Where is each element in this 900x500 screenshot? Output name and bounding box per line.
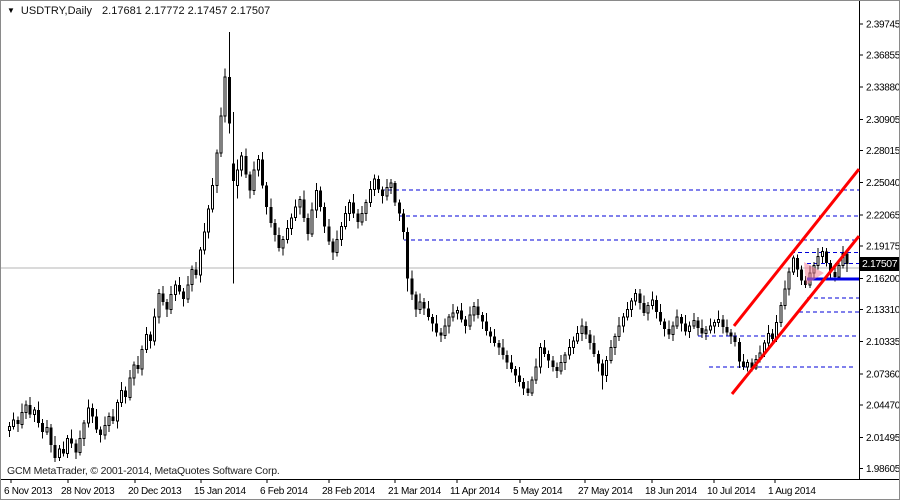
time-axis-label: 18 Jun 2014 [645, 486, 697, 497]
time-axis-label: 27 May 2014 [578, 486, 633, 497]
time-axis-label: 20 Dec 2013 [128, 486, 182, 497]
time-axis-label: 15 Jan 2014 [194, 486, 246, 497]
copyright-label: GCM MetaTrader, © 2001-2014, MetaQuotes … [7, 465, 280, 477]
axis-labels: 2.39745 2.36855 2.33880 2.30905 2.28015 2.250… [4, 19, 899, 497]
pink-arrow-marker[interactable] [804, 262, 824, 285]
time-axis-label: 5 May 2014 [513, 486, 563, 497]
price-axis-label: 2.28015 [866, 146, 899, 157]
price-axis-label: 2.30905 [866, 115, 899, 126]
price-axis-label: 2.01495 [866, 433, 899, 444]
time-axis-label: 6 Nov 2013 [4, 486, 53, 497]
time-axis-label: 6 Feb 2014 [260, 486, 308, 497]
price-axis-label: 2.13310 [866, 305, 899, 316]
price-axis-label: 2.25040 [866, 178, 899, 189]
time-axis-label: 10 Jul 2014 [707, 486, 756, 497]
trendline[interactable] [732, 168, 861, 327]
price-axis-label: 2.22065 [866, 210, 899, 221]
current-price-badge: 2.17507 [860, 257, 899, 271]
price-axis-label: 2.10335 [866, 337, 899, 348]
price-axis-label: 2.19175 [866, 242, 899, 253]
symbol-period-label: USDTRY,Daily [20, 5, 93, 17]
price-axis-label: 2.04470 [866, 401, 899, 412]
price-axis-label: 1.98605 [866, 464, 899, 475]
time-axis-label: 11 Apr 2014 [450, 486, 501, 497]
chart-objects[interactable] [730, 168, 861, 395]
symbol-dropdown-icon: ▼ [7, 6, 15, 15]
trendline[interactable] [730, 235, 861, 395]
price-axis-label: 2.07360 [866, 369, 899, 380]
time-axis-label: 28 Nov 2013 [61, 486, 115, 497]
chart-plot[interactable] [1, 1, 899, 483]
chart-titlebar: ▼ USDTRY,Daily 2.17681 2.17772 2.17457 2… [7, 4, 270, 18]
time-axis-label: 1 Aug 2014 [768, 486, 816, 497]
time-axis-label: 28 Feb 2014 [322, 486, 376, 497]
time-axis-label: 21 Mar 2014 [388, 486, 442, 497]
price-axis-label: 2.39745 [866, 19, 899, 30]
ohlc-quotes-label: 2.17681 2.17772 2.17457 2.17507 [102, 5, 271, 17]
price-axis-label: 2.36855 [866, 51, 899, 62]
price-axis-label: 2.16200 [866, 274, 899, 285]
price-axis-label: 2.33880 [866, 83, 899, 94]
